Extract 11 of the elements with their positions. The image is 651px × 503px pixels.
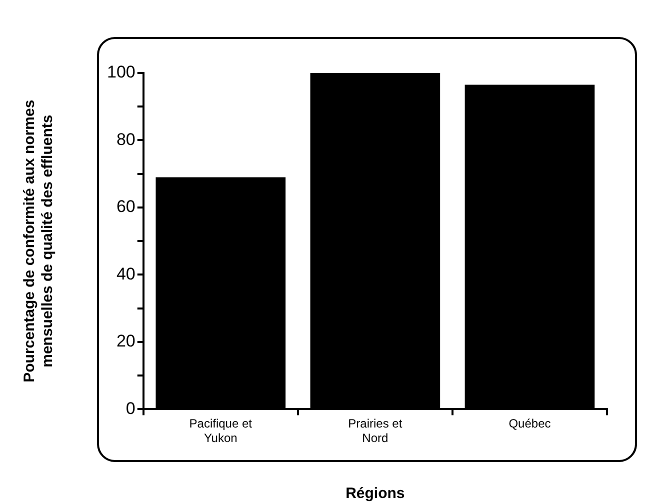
y-tick-label: 100 (106, 62, 136, 82)
y-tick-label: 40 (116, 264, 136, 284)
y-tick-label: 80 (116, 130, 136, 149)
x-tick-label: Prairies et Nord (348, 416, 403, 446)
y-axis-title: Pourcentage de conformité aux normes mensuelles de qualité des effluents (21, 100, 56, 382)
x-tick-label: Québec (508, 416, 551, 431)
y-tick-label: 0 (126, 398, 136, 418)
y-tick-label: 60 (116, 197, 136, 216)
x-tick-label: Pacifique et Yukon (189, 416, 253, 446)
y-tick-label: 20 (116, 332, 136, 351)
x-axis-title: Régions (346, 485, 405, 502)
